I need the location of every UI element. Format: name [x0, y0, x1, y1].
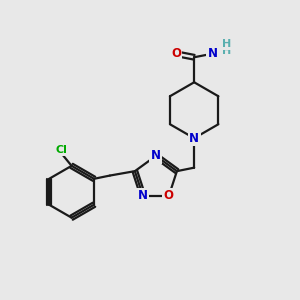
Text: O: O — [171, 47, 181, 60]
Text: O: O — [164, 189, 174, 202]
Text: N: N — [189, 132, 199, 145]
Text: N: N — [151, 149, 161, 162]
Text: H: H — [222, 46, 231, 56]
Text: N: N — [207, 47, 218, 60]
Text: H: H — [222, 39, 231, 49]
Text: Cl: Cl — [55, 145, 67, 155]
Text: N: N — [138, 189, 148, 202]
